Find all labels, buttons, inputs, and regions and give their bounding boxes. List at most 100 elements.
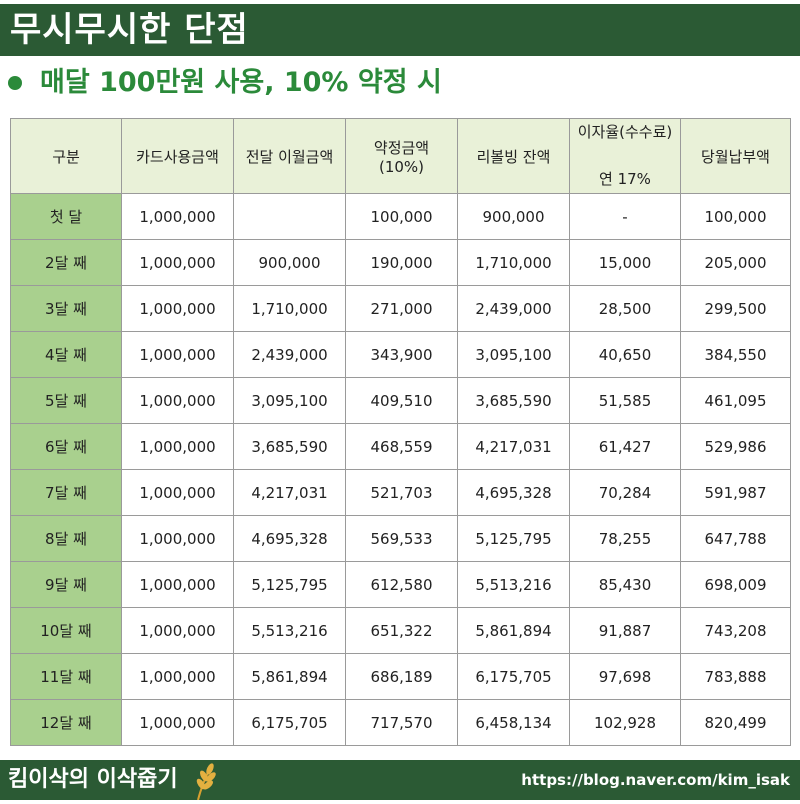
row-label: 10달 째 (10, 607, 122, 654)
header-commitment-rate: (10%) (378, 157, 425, 176)
monthly-payment-cell: 783,888 (680, 653, 791, 700)
carryover-cell: 5,125,795 (233, 561, 346, 608)
monthly-payment-cell: 743,208 (680, 607, 791, 654)
header-card-usage: 카드사용금액 (121, 118, 234, 194)
commitment-cell: 521,703 (345, 469, 458, 516)
interest-cell: 15,000 (569, 239, 681, 286)
wheat-icon (188, 760, 218, 804)
interest-cell: - (569, 193, 681, 240)
monthly-payment-cell: 461,095 (680, 377, 791, 424)
monthly-payment-cell: 384,550 (680, 331, 791, 378)
monthly-payment-cell: 100,000 (680, 193, 791, 240)
table-row: 2달 째 1,000,000 900,000 190,000 1,710,000 15,0… (10, 239, 791, 286)
commitment-cell: 343,900 (345, 331, 458, 378)
revolving-balance-cell: 1,710,000 (457, 239, 570, 286)
table-row: 5달 째 1,000,000 3,095,100 409,510 3,685,590 51… (10, 377, 791, 424)
carryover-cell: 2,439,000 (233, 331, 346, 378)
interest-cell: 91,887 (569, 607, 681, 654)
page-title: 무시무시한 단점 (10, 10, 249, 50)
row-label: 3달 째 (10, 285, 122, 332)
card-usage-cell: 1,000,000 (121, 377, 234, 424)
interest-cell: 102,928 (569, 699, 681, 746)
card-usage-cell: 1,000,000 (121, 423, 234, 470)
row-label: 6달 째 (10, 423, 122, 470)
revolving-balance-cell: 900,000 (457, 193, 570, 240)
commitment-cell: 717,570 (345, 699, 458, 746)
revolving-balance-cell: 2,439,000 (457, 285, 570, 332)
revolving-balance-cell: 4,695,328 (457, 469, 570, 516)
monthly-payment-cell: 591,987 (680, 469, 791, 516)
carryover-cell: 1,710,000 (233, 285, 346, 332)
header-category: 구분 (10, 118, 122, 194)
revolving-balance-cell: 6,175,705 (457, 653, 570, 700)
table-row: 4달 째 1,000,000 2,439,000 343,900 3,095,100 40… (10, 331, 791, 378)
revolving-balance-cell: 4,217,031 (457, 423, 570, 470)
card-usage-cell: 1,000,000 (121, 239, 234, 286)
commitment-cell: 612,580 (345, 561, 458, 608)
table-row: 8달 째 1,000,000 4,695,328 569,533 5,125,795 78… (10, 515, 791, 562)
header-interest-rate: 연 17% (599, 170, 651, 188)
carryover-cell: 5,861,894 (233, 653, 346, 700)
row-label: 2달 째 (10, 239, 122, 286)
table-row: 11달 째 1,000,000 5,861,894 686,189 6,175,705 9… (10, 653, 791, 700)
footer-url: https://blog.naver.com/kim_isak (521, 771, 790, 789)
header-commitment-label: 약정금액 (373, 138, 430, 157)
carryover-cell: 6,175,705 (233, 699, 346, 746)
bullet-icon (8, 76, 22, 90)
table-row: 첫 달 1,000,000 100,000 900,000-100,000 (10, 193, 791, 240)
row-label: 11달 째 (10, 653, 122, 700)
monthly-payment-cell: 205,000 (680, 239, 791, 286)
header-commitment: 약정금액 (10%) (345, 118, 458, 194)
card-usage-cell: 1,000,000 (121, 469, 234, 516)
carryover-cell: 3,685,590 (233, 423, 346, 470)
revolving-balance-cell: 3,685,590 (457, 377, 570, 424)
card-usage-cell: 1,000,000 (121, 193, 234, 240)
commitment-cell: 409,510 (345, 377, 458, 424)
monthly-payment-cell: 647,788 (680, 515, 791, 562)
commitment-cell: 190,000 (345, 239, 458, 286)
table-row: 9달 째 1,000,000 5,125,795 612,580 5,513,216 85… (10, 561, 791, 608)
footer-bar: 킴이삭의 이삭줍기 https://blog.naver.com/kim_isa… (0, 760, 800, 801)
interest-cell: 40,650 (569, 331, 681, 378)
header-interest-label: 이자율(수수료) (577, 123, 673, 141)
table-header-row: 구분 카드사용금액 전달 이월금액 약정금액 (10%) 리볼빙 잔액 이자율(… (10, 118, 791, 194)
revolving-table: 구분 카드사용금액 전달 이월금액 약정금액 (10%) 리볼빙 잔액 이자율(… (10, 118, 791, 746)
row-label: 5달 째 (10, 377, 122, 424)
card-usage-cell: 1,000,000 (121, 561, 234, 608)
subtitle: 매달 100만원 사용, 10% 약정 시 (8, 64, 442, 102)
header-revolving-balance: 리볼빙 잔액 (457, 118, 570, 194)
row-label: 7달 째 (10, 469, 122, 516)
title-bar: 무시무시한 단점 (0, 4, 800, 56)
row-label: 4달 째 (10, 331, 122, 378)
monthly-payment-cell: 698,009 (680, 561, 791, 608)
interest-cell: 97,698 (569, 653, 681, 700)
commitment-cell: 651,322 (345, 607, 458, 654)
revolving-balance-cell: 3,095,100 (457, 331, 570, 378)
carryover-cell: 900,000 (233, 239, 346, 286)
revolving-balance-cell: 5,125,795 (457, 515, 570, 562)
carryover-cell (233, 193, 346, 240)
commitment-cell: 271,000 (345, 285, 458, 332)
interest-cell: 85,430 (569, 561, 681, 608)
table-row: 7달 째 1,000,000 4,217,031 521,703 4,695,328 70… (10, 469, 791, 516)
footer-brand: 킴이삭의 이삭줍기 (8, 767, 178, 792)
interest-cell: 28,500 (569, 285, 681, 332)
row-label: 9달 째 (10, 561, 122, 608)
table-row: 6달 째 1,000,000 3,685,590 468,559 4,217,031 61… (10, 423, 791, 470)
commitment-cell: 569,533 (345, 515, 458, 562)
table-row: 12달 째 1,000,000 6,175,705 717,570 6,458,134 1… (10, 699, 791, 746)
carryover-cell: 4,217,031 (233, 469, 346, 516)
row-label: 12달 째 (10, 699, 122, 746)
card-usage-cell: 1,000,000 (121, 699, 234, 746)
card-usage-cell: 1,000,000 (121, 285, 234, 332)
monthly-payment-cell: 820,499 (680, 699, 791, 746)
card-usage-cell: 1,000,000 (121, 653, 234, 700)
card-usage-cell: 1,000,000 (121, 331, 234, 378)
revolving-balance-cell: 6,458,134 (457, 699, 570, 746)
table-row: 10달 째 1,000,000 5,513,216 651,322 5,861,894 9… (10, 607, 791, 654)
interest-cell: 61,427 (569, 423, 681, 470)
row-label: 첫 달 (10, 193, 122, 240)
header-carryover: 전달 이월금액 (233, 118, 346, 194)
header-interest: 이자율(수수료) 연 17% (569, 118, 681, 194)
header-monthly-payment: 당월납부액 (680, 118, 791, 194)
